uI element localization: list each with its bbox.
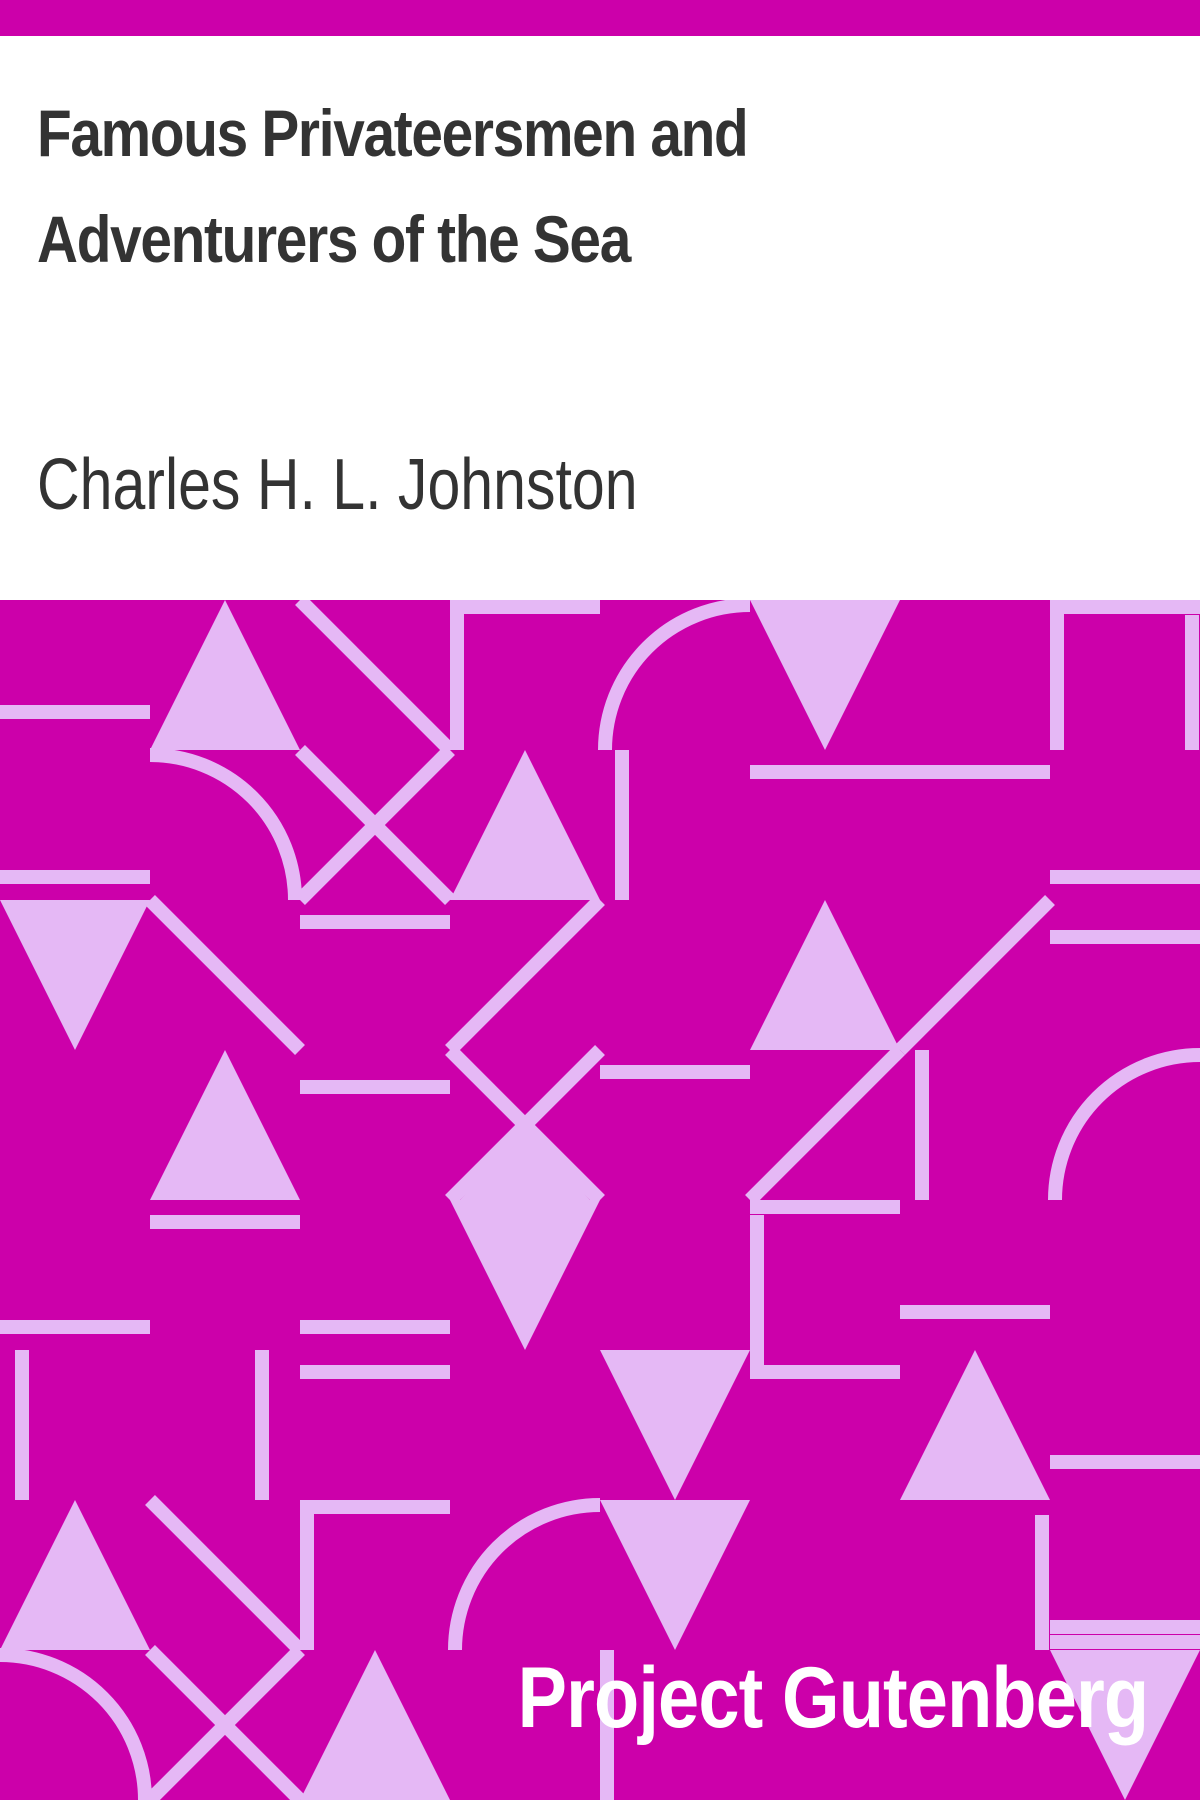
bar xyxy=(900,1305,1050,1319)
bar xyxy=(1050,1620,1200,1634)
bar xyxy=(1050,870,1200,884)
bar xyxy=(0,870,150,884)
pattern-shapes xyxy=(0,600,1200,1800)
bar xyxy=(750,1365,900,1379)
diagonal xyxy=(445,895,605,1055)
bar xyxy=(600,1650,614,1800)
arc xyxy=(598,600,751,751)
bar xyxy=(255,1350,269,1500)
diagonal xyxy=(745,1045,905,1205)
bar xyxy=(915,1050,929,1200)
bar xyxy=(600,1065,750,1079)
triangle xyxy=(150,1050,300,1200)
triangle xyxy=(750,600,900,750)
bar xyxy=(1185,615,1199,750)
triangle xyxy=(450,1200,600,1350)
bar xyxy=(300,915,450,929)
book-author: Charles H. L. Johnston xyxy=(37,445,638,525)
arc xyxy=(0,1648,152,1800)
diagonal xyxy=(145,1645,305,1800)
bar xyxy=(150,1215,300,1229)
arc xyxy=(149,748,302,901)
triangle xyxy=(600,1350,750,1500)
book-title: Famous Privateersmen and Adventurers of … xyxy=(37,96,749,276)
arc xyxy=(1048,1048,1200,1201)
publisher-name: Project Gutenberg xyxy=(517,1650,1148,1746)
bar xyxy=(750,765,1050,779)
bar xyxy=(300,1080,450,1094)
geometric-pattern xyxy=(0,600,1200,1800)
bar xyxy=(15,1350,29,1500)
triangle xyxy=(0,1500,150,1650)
bar xyxy=(750,1215,764,1365)
triangle xyxy=(1050,1650,1200,1800)
bar xyxy=(300,1320,450,1334)
diagonal xyxy=(445,1045,605,1205)
bar xyxy=(300,1365,450,1379)
bar xyxy=(615,750,629,900)
bar xyxy=(1050,1635,1200,1649)
triangle xyxy=(450,750,600,900)
bar xyxy=(0,1320,150,1334)
triangle xyxy=(150,600,300,750)
diagonal xyxy=(295,600,455,755)
bar xyxy=(1050,930,1200,944)
pattern-lines xyxy=(0,600,1200,1800)
bar xyxy=(0,705,150,719)
diagonal xyxy=(295,745,455,905)
top-color-band xyxy=(0,0,1200,36)
triangle xyxy=(750,900,900,1050)
diagonal xyxy=(145,895,305,1055)
arc xyxy=(448,1498,601,1651)
bar xyxy=(1035,1515,1049,1650)
bar xyxy=(1050,1455,1200,1469)
triangle xyxy=(0,900,150,1050)
diagonal xyxy=(895,895,1055,1055)
bar xyxy=(750,1200,900,1214)
diagonal xyxy=(145,1495,305,1655)
triangle xyxy=(300,1650,450,1800)
triangle xyxy=(600,1500,750,1650)
triangle xyxy=(900,1350,1050,1500)
triangle xyxy=(460,1130,590,1200)
